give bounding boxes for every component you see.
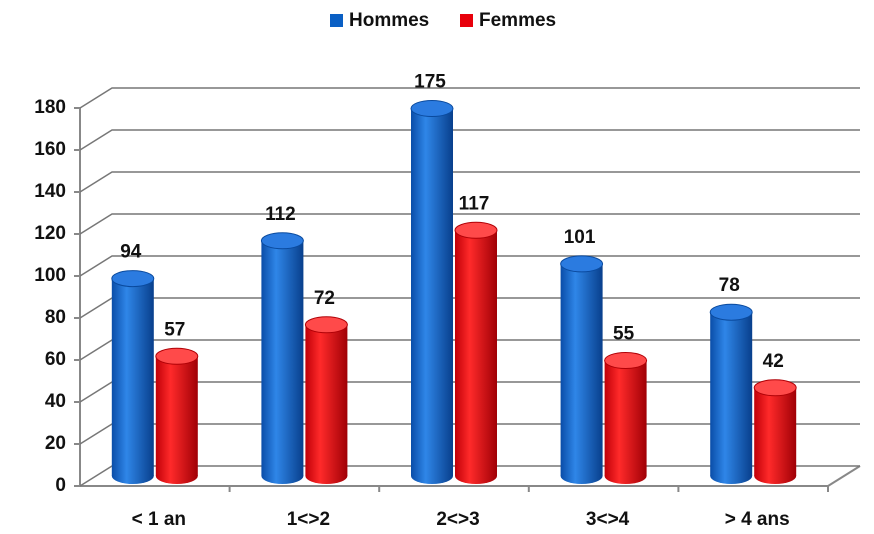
grid-line (79, 171, 860, 193)
bar-top (454, 221, 498, 239)
bar (560, 263, 603, 476)
bar-top (709, 303, 753, 321)
y-tick-label: 140 (34, 181, 66, 202)
y-tick-label: 0 (55, 475, 66, 496)
y-tick-label: 60 (45, 349, 66, 370)
bar (455, 230, 497, 476)
bar (261, 240, 304, 476)
y-tick-label: 100 (34, 265, 66, 286)
y-tick-label: 120 (34, 223, 66, 244)
x-tick-label: 1<>2 (287, 509, 330, 530)
data-label: 94 (120, 242, 142, 263)
bar (754, 387, 797, 476)
data-label: 57 (164, 319, 185, 340)
y-tick-label: 20 (45, 433, 66, 454)
x-tick-label: 2<>3 (436, 509, 479, 530)
bar (111, 278, 154, 476)
bar-top (304, 316, 348, 334)
bar (604, 360, 647, 476)
bar-top (260, 232, 304, 250)
bar-top (604, 352, 648, 369)
data-label: 112 (265, 204, 296, 225)
data-label: 55 (613, 324, 635, 345)
grid-line (79, 87, 860, 109)
y-tick-label: 180 (34, 97, 66, 118)
y-tick-label: 40 (45, 391, 66, 412)
data-label: 117 (459, 193, 490, 214)
y-tick-label: 80 (45, 307, 66, 328)
data-label: 175 (414, 72, 446, 93)
legend-swatch (460, 14, 473, 27)
x-tick-label: 3<>4 (586, 509, 630, 530)
grid-line (79, 255, 860, 277)
bar-top (111, 270, 155, 288)
bar (155, 356, 198, 476)
bar-top (560, 255, 604, 273)
axis-line (827, 465, 861, 487)
data-label: 101 (564, 227, 596, 248)
x-tick-label: < 1 an (132, 509, 186, 530)
x-tick-label: > 4 ans (725, 509, 790, 530)
bar (710, 312, 753, 476)
y-tick-label: 160 (34, 139, 66, 160)
legend-swatch (330, 14, 343, 27)
grid-line (79, 213, 860, 235)
legend-label: Hommes (349, 10, 429, 31)
legend-label: Femmes (479, 10, 556, 31)
bar (305, 324, 348, 476)
bar-top (410, 100, 454, 117)
data-label: 72 (314, 288, 335, 309)
data-label: 78 (719, 275, 740, 296)
grid-line (79, 129, 860, 151)
bar-top (155, 347, 199, 365)
bar (411, 108, 453, 476)
bar-top (753, 379, 797, 397)
data-label: 42 (763, 351, 784, 372)
